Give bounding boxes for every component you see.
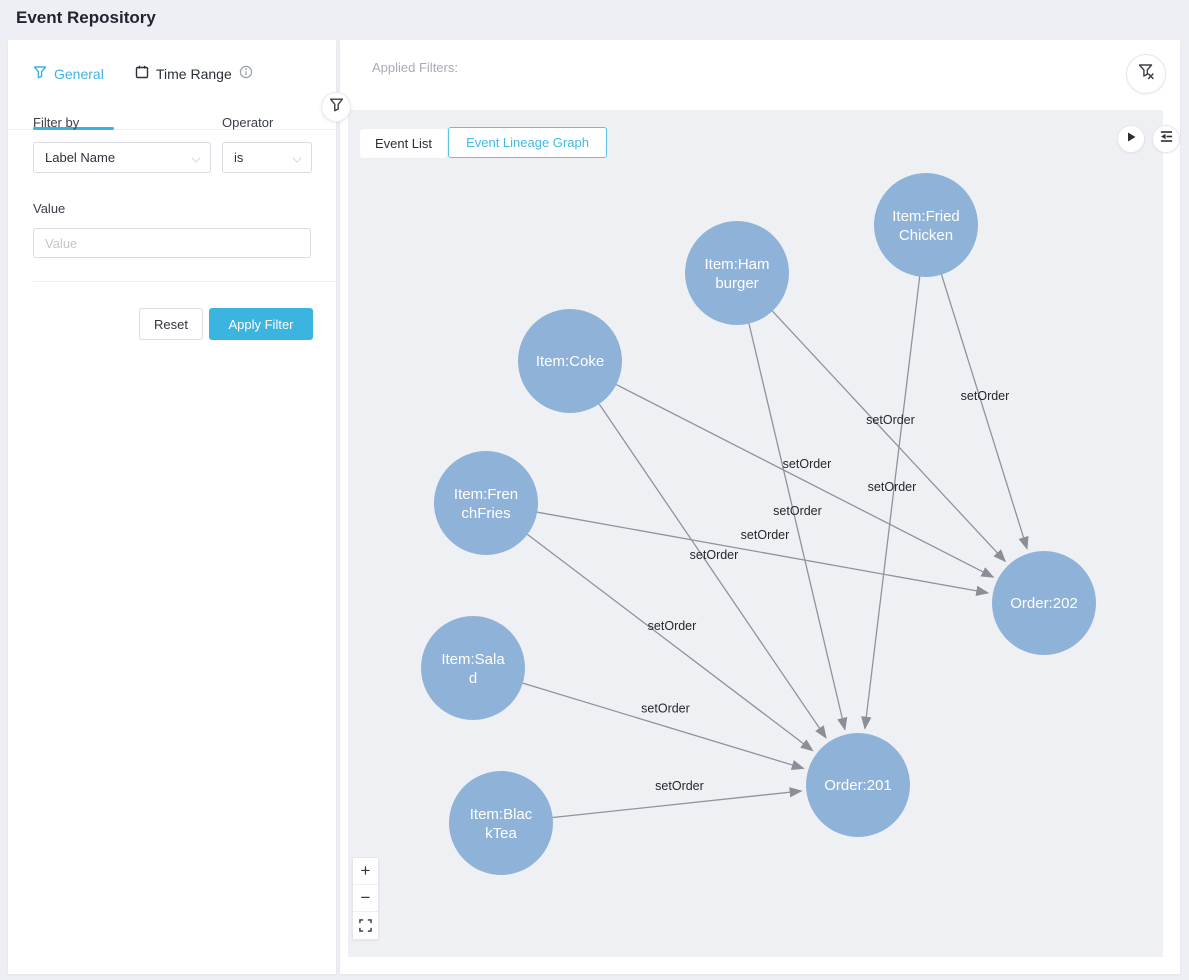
graph-edge xyxy=(940,274,1029,550)
applied-filters-label: Applied Filters: xyxy=(372,60,458,75)
layout-options-button[interactable] xyxy=(1152,125,1180,153)
funnel-icon xyxy=(33,65,47,82)
filter-by-label: Filter by xyxy=(33,115,80,130)
calendar-icon xyxy=(135,65,149,82)
value-input[interactable] xyxy=(33,228,311,258)
filter-clear-icon xyxy=(1137,62,1156,86)
graph-node-order-202[interactable]: Order:202 xyxy=(992,551,1096,655)
tab-event-lineage-graph-label: Event Lineage Graph xyxy=(466,135,589,150)
filter-by-select[interactable]: Label Name xyxy=(33,142,211,173)
graph-node-item-fried-chicken[interactable]: Item:Fried Chicken xyxy=(874,173,978,277)
svg-text:Item:Coke: Item:Coke xyxy=(536,353,604,370)
tab-time-range-label: Time Range xyxy=(156,65,232,82)
svg-text:Order:201: Order:201 xyxy=(824,777,892,794)
chevron-down-icon xyxy=(192,154,200,162)
lineage-graph-canvas[interactable]: setOrder setOrder setOrder setOrder setOrder… xyxy=(348,110,1180,957)
operator-select[interactable]: is xyxy=(222,142,312,173)
tab-event-list-label: Event List xyxy=(374,136,433,151)
zoom-out-button[interactable]: − xyxy=(353,885,378,912)
zoom-in-button[interactable]: + xyxy=(353,858,378,885)
graph-edge xyxy=(527,533,814,752)
reset-button[interactable]: Reset xyxy=(139,308,203,340)
page-title: Event Repository xyxy=(16,8,156,27)
play-button[interactable] xyxy=(1117,125,1145,153)
graph-node-item-coke[interactable]: Item:Coke xyxy=(518,309,622,413)
info-icon[interactable] xyxy=(239,65,253,82)
operator-label: Operator xyxy=(222,115,274,130)
graph-node-item-black-tea[interactable]: Item:Blac kTea xyxy=(449,771,553,875)
edge-label: setOrder xyxy=(741,528,790,542)
graph-edge xyxy=(552,787,803,819)
graph-node-item-salad[interactable]: Item:Sala d xyxy=(421,616,525,720)
edge-label: setOrder xyxy=(690,548,739,562)
tab-general[interactable]: General xyxy=(33,65,104,82)
svg-text:Order:202: Order:202 xyxy=(1010,595,1078,612)
apply-filter-button[interactable]: Apply Filter xyxy=(209,308,313,340)
edge-label: setOrder xyxy=(866,413,915,427)
edge-label: setOrder xyxy=(961,389,1010,403)
graph-edge xyxy=(537,511,990,596)
operator-select-value: is xyxy=(234,150,244,165)
edge-label: setOrder xyxy=(868,480,917,494)
tab-general-label: General xyxy=(54,65,104,82)
layout-list-icon xyxy=(1159,129,1174,149)
graph-edge xyxy=(748,323,848,731)
graph-node-item-hamburger[interactable]: Item:Ham burger xyxy=(685,221,789,325)
edge-label: setOrder xyxy=(655,779,704,793)
clear-filters-button[interactable] xyxy=(1126,54,1166,94)
fullscreen-icon xyxy=(359,919,372,932)
tab-time-range[interactable]: Time Range xyxy=(135,65,253,82)
edge-label: setOrder xyxy=(783,457,832,471)
funnel-icon xyxy=(329,97,344,117)
graph-edge xyxy=(616,384,995,578)
zoom-controls: + − xyxy=(352,857,379,940)
graph-edge xyxy=(522,682,805,770)
filter-panel-toggle[interactable] xyxy=(321,92,351,122)
graph-node-order-201[interactable]: Order:201 xyxy=(806,733,910,837)
graph-edge xyxy=(771,310,1007,563)
tab-bar-divider xyxy=(8,129,336,130)
chevron-down-icon xyxy=(293,154,301,162)
tab-event-lineage-graph[interactable]: Event Lineage Graph xyxy=(448,127,607,158)
value-label: Value xyxy=(33,201,66,216)
fullscreen-button[interactable] xyxy=(353,912,378,939)
edge-label: setOrder xyxy=(648,619,697,633)
graph-node-item-french-fries[interactable]: Item:Fren chFries xyxy=(434,451,538,555)
edge-label: setOrder xyxy=(773,504,822,518)
graph-edge xyxy=(598,403,827,739)
play-icon xyxy=(1125,130,1137,148)
active-tab-underline xyxy=(33,127,114,130)
lineage-graph[interactable]: setOrdersetOrdersetOrdersetOrdersetOrder… xyxy=(348,110,1163,957)
filter-panel: General Time Range Filter by Operator La… xyxy=(8,40,336,974)
event-panel: Applied Filters: setOrder setOrder setOrde… xyxy=(340,40,1180,974)
edge-label: setOrder xyxy=(641,702,690,716)
graph-edge xyxy=(861,276,921,730)
panel-divider xyxy=(33,281,336,282)
filter-by-select-value: Label Name xyxy=(45,150,116,165)
tab-event-list[interactable]: Event List xyxy=(360,129,447,158)
